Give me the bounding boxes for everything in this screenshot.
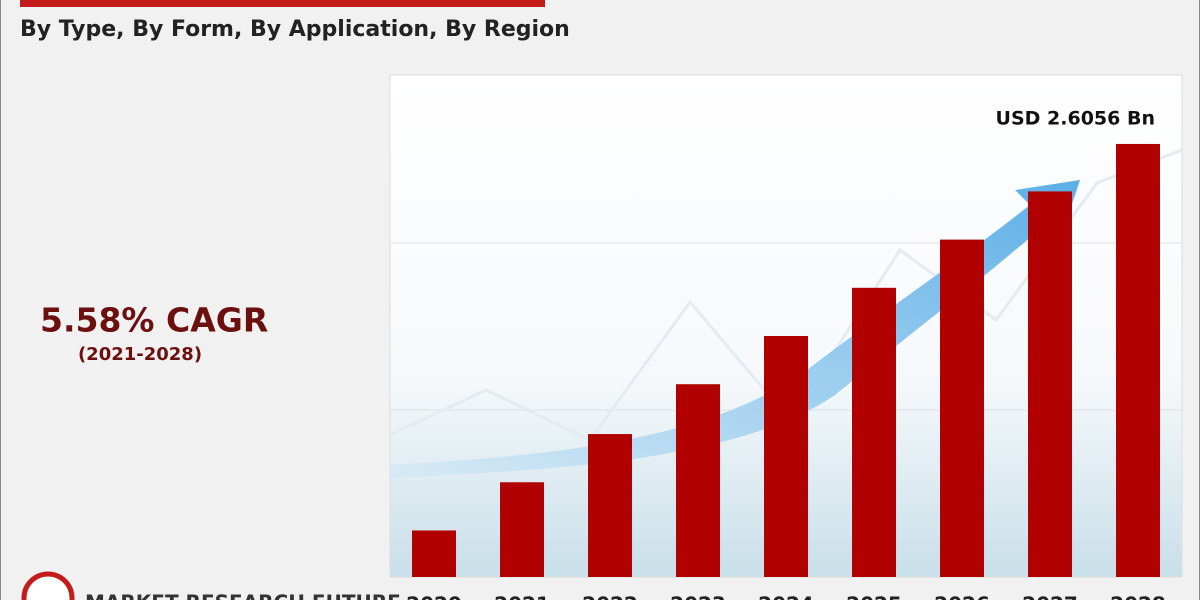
- bar: [940, 239, 984, 577]
- bar: [852, 287, 896, 577]
- x-tick-label: 2022: [582, 593, 638, 600]
- value-label: USD 2.6056 Bn: [996, 107, 1155, 129]
- x-tick-label: 2020: [406, 593, 462, 600]
- x-tick-label: 2028: [1110, 593, 1166, 600]
- title-fragment: [20, 0, 545, 7]
- x-tick-label: 2027: [1022, 593, 1078, 600]
- subtitle: By Type, By Form, By Application, By Reg…: [20, 17, 570, 42]
- bar: [412, 530, 456, 577]
- decor-arrow: [390, 180, 1080, 478]
- cagr-period: (2021-2028): [78, 344, 202, 365]
- logo: [21, 571, 75, 600]
- bar: [500, 482, 544, 577]
- brand: MARKET RESEARCH FUTURE: [85, 591, 401, 600]
- x-tick-label: 2021: [494, 593, 550, 600]
- bar: [1116, 143, 1160, 577]
- bar: [764, 336, 808, 577]
- bar: [676, 384, 720, 577]
- x-tick-label: 2024: [758, 593, 814, 600]
- cagr: 5.58% CAGR: [40, 301, 268, 340]
- x-tick-label: 2025: [846, 593, 902, 600]
- bar: [1028, 191, 1072, 577]
- x-tick-label: 2023: [670, 593, 726, 600]
- x-tick-label: 2026: [934, 593, 990, 600]
- bar: [588, 434, 632, 577]
